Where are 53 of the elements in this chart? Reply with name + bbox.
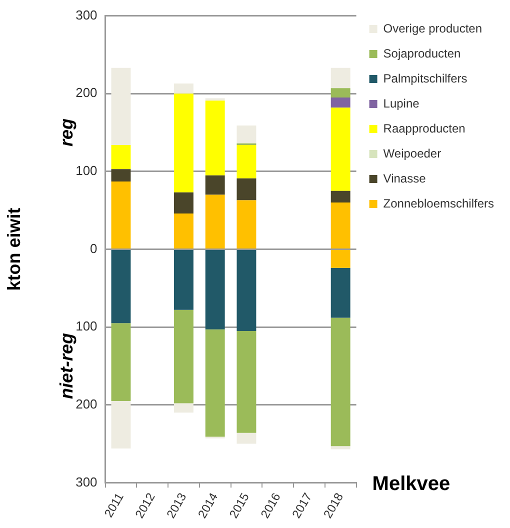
bar xyxy=(111,169,131,182)
bar xyxy=(330,446,350,450)
bar xyxy=(111,68,131,145)
bar xyxy=(174,94,194,192)
text: niet-reg xyxy=(56,332,76,399)
legend-label: Vinasse xyxy=(383,171,426,186)
bar xyxy=(174,84,194,94)
bar xyxy=(330,190,350,203)
bar xyxy=(174,192,194,214)
bar xyxy=(111,144,131,170)
bar xyxy=(236,330,256,433)
legend-label: Sojaproducten xyxy=(383,46,461,60)
text: reg xyxy=(56,118,76,147)
bar xyxy=(236,126,256,144)
bar xyxy=(205,329,225,437)
y-axis-title: kton eiwit xyxy=(4,208,24,291)
bar xyxy=(330,268,350,318)
legend-label: Palmpitschilfers xyxy=(383,71,468,86)
bar xyxy=(205,250,225,330)
bar xyxy=(111,323,131,401)
bar xyxy=(111,400,131,448)
bar xyxy=(330,88,350,98)
bar xyxy=(236,178,256,200)
bar xyxy=(174,213,194,248)
y-tick-label: 300 xyxy=(76,7,98,22)
bar xyxy=(174,310,194,404)
bar xyxy=(330,98,350,108)
legend-label: Weipoeder xyxy=(383,146,442,160)
bar xyxy=(205,194,225,248)
legend-label: Raapproducten xyxy=(383,121,466,136)
bar xyxy=(205,175,225,195)
bar xyxy=(236,200,256,248)
bar xyxy=(174,403,194,413)
y-tick-label: 100 xyxy=(76,318,98,334)
legend-label: Zonnebloemschilfers xyxy=(383,196,494,210)
y-tick-label: 100 xyxy=(76,163,98,178)
bar xyxy=(236,432,256,444)
bar xyxy=(330,318,350,446)
bar xyxy=(330,108,350,191)
bar xyxy=(236,144,256,178)
bar xyxy=(174,250,194,310)
y-tick-label: 300 xyxy=(76,474,98,490)
legend-label: Lupine xyxy=(383,96,420,110)
text: Melkvee xyxy=(372,473,450,496)
y-tick-label: 0 xyxy=(90,240,98,256)
bar xyxy=(111,250,131,324)
bar xyxy=(236,250,256,331)
y-tick-label: 200 xyxy=(76,396,98,412)
y-tick-label: 200 xyxy=(76,85,98,100)
bar xyxy=(111,182,131,248)
legend-label: Overige producten xyxy=(383,21,482,36)
bar xyxy=(330,68,350,88)
bar xyxy=(205,100,225,176)
